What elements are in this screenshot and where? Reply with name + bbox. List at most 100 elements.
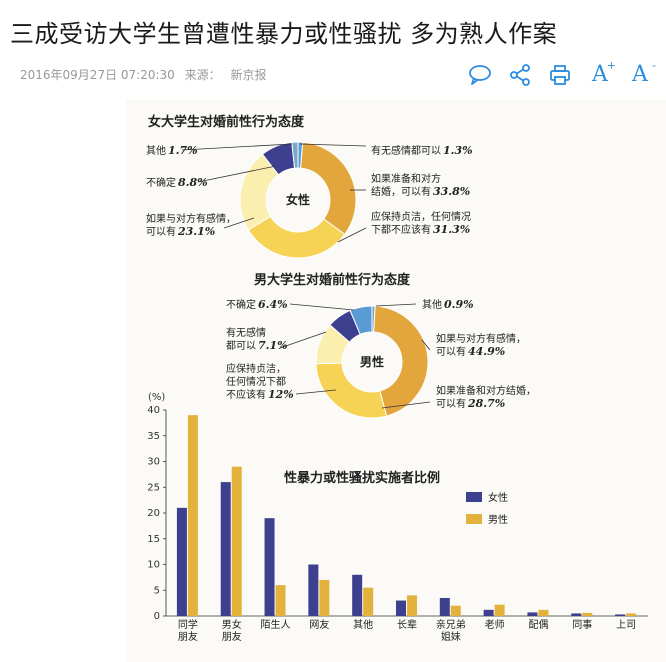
male-callout-line-4 xyxy=(279,331,327,349)
male-callout-label-4: 都可以 xyxy=(226,340,256,352)
share-button[interactable] xyxy=(506,61,534,89)
bar-category-label-10: 上司 xyxy=(616,619,636,631)
male-value-label-4: 7.1% xyxy=(258,339,288,352)
bar-ylabel: (%) xyxy=(148,392,165,403)
male-slice-2 xyxy=(315,362,388,419)
bar-male-9 xyxy=(582,612,593,616)
bar-male-1 xyxy=(231,466,242,616)
legend-label-0: 女性 xyxy=(488,491,508,504)
source-name[interactable]: 新京报 xyxy=(230,68,267,82)
bar-ytick-8: 40 xyxy=(147,405,160,416)
bar-ytick-5: 25 xyxy=(147,482,160,493)
female-callout-label-0: 有无感情都可以 xyxy=(371,144,441,157)
bar-female-4 xyxy=(352,574,363,616)
bar-female-7 xyxy=(483,609,494,616)
font-decrease-icon: A- xyxy=(632,59,656,87)
male-value-label-1: 44.9% xyxy=(468,345,505,358)
female-value-label-3: 23.1% xyxy=(177,225,215,238)
bar-female-1 xyxy=(220,482,231,616)
male-chart-title: 男大学生对婚前性行为态度 xyxy=(254,272,411,288)
bar-male-7 xyxy=(494,604,505,616)
publish-date: 2016年09月27日 07:20:30 xyxy=(20,68,175,82)
bar-female-10 xyxy=(615,614,626,616)
male-callout-label-3: 应保持贞洁， xyxy=(226,362,286,375)
male-value-label-5: 6.4% xyxy=(258,298,288,311)
male-callout-line-3 xyxy=(295,389,337,395)
male-center-label: 男性 xyxy=(360,354,384,369)
female-callout-line-0 xyxy=(299,143,367,147)
bar-male-0 xyxy=(187,415,198,616)
bar-category-label-8: 配偶 xyxy=(528,618,548,631)
male-callout-line-2 xyxy=(381,401,431,409)
bar-male-10 xyxy=(626,613,637,616)
bar-female-2 xyxy=(264,518,275,616)
female-slice-1 xyxy=(300,141,357,236)
bar-female-6 xyxy=(439,597,450,616)
female-callout-label-3: 可以有 xyxy=(146,225,176,238)
bar-male-6 xyxy=(450,605,461,616)
male-value-label-0: 0.9% xyxy=(444,298,474,311)
female-callout-line-2 xyxy=(337,227,367,243)
legend-swatch-0 xyxy=(466,492,482,502)
legend-swatch-1 xyxy=(466,514,482,524)
bar-category-label-1: 朋友 xyxy=(222,630,242,643)
bar-ytick-1: 5 xyxy=(154,585,160,596)
bar-ytick-6: 30 xyxy=(147,457,160,468)
female-center-label: 女性 xyxy=(286,192,310,207)
bar-female-9 xyxy=(571,613,582,616)
male-callout-label-3: 任何情况下都 xyxy=(226,375,286,388)
bar-male-2 xyxy=(275,585,286,616)
male-value-label-2: 28.7% xyxy=(467,397,505,410)
female-callout-line-5 xyxy=(181,143,293,151)
female-callout-label-1: 如果准备和对方 xyxy=(371,172,441,185)
bar-male-3 xyxy=(319,579,330,616)
female-value-label-5: 1.7% xyxy=(168,144,198,157)
male-slice-1 xyxy=(373,305,429,417)
infographic: 女大学生对婚前性行为态度 女性 有无感情都可以 1.3% 如果准备和对方 结婚，可以有 33… xyxy=(126,100,666,662)
comment-icon xyxy=(469,65,491,85)
bar-chart-title: 性暴力或性骚扰实施者比例 xyxy=(284,470,440,486)
font-increase-icon: A + xyxy=(592,59,616,87)
male-callout-label-2: 如果准备和对方结婚， xyxy=(436,384,536,397)
male-callout-label-3: 不应该有 xyxy=(226,388,266,401)
font-decrease-button[interactable]: A- xyxy=(626,59,656,89)
male-slice-5 xyxy=(349,305,373,336)
male-callout-label-1: 可以有 xyxy=(436,345,466,358)
bar-ytick-2: 10 xyxy=(147,560,160,571)
bar-ytick-0: 0 xyxy=(154,611,160,622)
female-value-label-0: 1.3% xyxy=(443,144,473,157)
female-callout-label-1: 结婚，可以有 xyxy=(371,185,431,198)
male-callout-line-5 xyxy=(289,303,355,311)
female-callout-label-4: 不确定 xyxy=(146,176,176,189)
female-chart-title: 女大学生对婚前性行为态度 xyxy=(148,114,305,130)
bar-ytick-3: 15 xyxy=(147,534,160,545)
bar-category-label-3: 网友 xyxy=(309,618,329,631)
female-value-label-4: 8.8% xyxy=(178,176,208,189)
comment-button[interactable] xyxy=(466,61,494,89)
bar-category-label-9: 同事 xyxy=(572,618,592,631)
female-callout-label-2: 下都不应该有 xyxy=(371,223,431,236)
bar-category-label-5: 长辈 xyxy=(397,618,417,631)
male-callout-line-1 xyxy=(421,339,431,351)
female-value-label-1: 33.8% xyxy=(433,185,470,198)
bar-category-label-2: 陌生人 xyxy=(261,618,291,631)
share-icon xyxy=(510,64,530,86)
bar-male-5 xyxy=(407,595,417,616)
bar-category-label-7: 老师 xyxy=(485,618,505,631)
source-label: 来源： xyxy=(184,68,221,82)
font-increase-button[interactable]: A + xyxy=(586,59,616,89)
print-icon xyxy=(550,65,570,85)
female-slice-5 xyxy=(291,141,299,169)
bar-ytick-7: 35 xyxy=(147,431,160,442)
female-callout-line-3 xyxy=(223,217,255,229)
bar-category-label-6: 亲兄弟 xyxy=(436,618,466,631)
bar-category-label-0: 朋友 xyxy=(178,630,198,643)
male-callout-label-4: 有无感情 xyxy=(226,326,266,339)
male-value-label-3: 12% xyxy=(268,388,294,401)
bar-category-label-6: 姐妹 xyxy=(441,630,461,643)
female-callout-label-2: 应保持贞洁，任何情况 xyxy=(371,210,471,223)
article-toolbar: A + A- xyxy=(454,59,656,90)
print-button[interactable] xyxy=(546,61,574,89)
male-callout-line-0 xyxy=(375,303,417,307)
